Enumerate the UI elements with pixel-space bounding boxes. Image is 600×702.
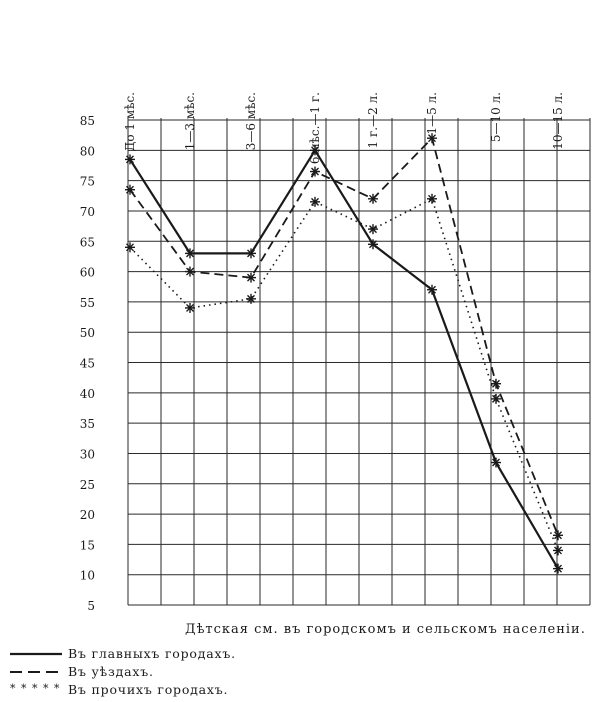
data-point	[246, 248, 256, 259]
y-tick-label: 30	[80, 447, 95, 461]
data-point	[491, 457, 501, 468]
x-category-label: До 1 мѣс.	[123, 92, 137, 151]
x-category-label: 3—6 мѣс.	[244, 92, 258, 150]
data-point	[310, 196, 320, 207]
x-category-label: 1—3 мѣс.	[183, 92, 197, 150]
data-point	[125, 154, 135, 165]
x-category-label: 10—15 л.	[551, 92, 565, 150]
dashed-line-swatch	[10, 671, 62, 673]
data-point	[310, 166, 320, 177]
data-point	[427, 284, 437, 295]
data-point	[246, 272, 256, 283]
legend-label: Въ прочихъ городахъ.	[68, 682, 229, 697]
y-tick-label: 40	[80, 387, 95, 401]
y-tick-label: 25	[80, 478, 95, 492]
series-line-dashed	[129, 137, 559, 536]
y-tick-label: 75	[80, 175, 95, 189]
x-category-label: 1—5 л.	[425, 92, 439, 135]
data-point	[553, 545, 563, 556]
y-axis-labels: 5 10 15 20 25 30 35 40 45 50 55 60 65 70 75 80 85	[80, 114, 95, 613]
x-category-label: 1 г.—2 л.	[366, 92, 380, 148]
data-point	[491, 378, 501, 389]
y-tick-label: 50	[80, 326, 95, 340]
y-tick-label: 60	[80, 266, 95, 280]
series-line-solid	[129, 149, 559, 570]
data-point	[553, 530, 563, 541]
data-point	[185, 266, 195, 277]
data-point	[246, 293, 256, 304]
data-point	[368, 193, 378, 204]
y-tick-label: 45	[80, 357, 95, 371]
data-point	[125, 184, 135, 195]
y-tick-label: 70	[80, 205, 95, 219]
x-axis-labels: До 1 мѣс. 1—3 мѣс. 3—6 мѣс. 6 мѣс.—1 г. 1 г.…	[123, 92, 565, 164]
data-point	[185, 302, 195, 313]
data-point	[491, 393, 501, 404]
data-point	[368, 239, 378, 250]
y-tick-label: 55	[80, 296, 95, 310]
data-point	[125, 242, 135, 253]
y-tick-label: 35	[80, 417, 95, 431]
y-tick-label: 85	[80, 114, 95, 128]
y-tick-label: 5	[87, 599, 95, 613]
legend-label: Въ уѣздахъ.	[68, 664, 154, 679]
star-marker-swatch: * * * * *	[10, 682, 61, 695]
data-point	[427, 133, 437, 144]
chart: До 1 мѣс. 1—3 мѣс. 3—6 мѣс. 6 мѣс.—1 г. 1 г.…	[80, 92, 591, 613]
y-tick-label: 20	[80, 508, 95, 522]
data-point	[368, 224, 378, 235]
x-category-label: 6 мѣс.—1 г.	[308, 92, 322, 164]
y-tick-label: 10	[80, 569, 95, 583]
data-point	[310, 145, 320, 156]
data-point	[427, 193, 437, 204]
y-tick-label: 65	[80, 235, 95, 249]
solid-line-swatch	[10, 652, 62, 656]
series-lines	[125, 133, 563, 574]
chart-caption: Дѣтская см. въ городскомъ и сельскомъ на…	[185, 622, 586, 637]
grid-lines	[127, 118, 591, 606]
data-point	[185, 248, 195, 259]
data-point	[553, 563, 563, 574]
y-tick-label: 15	[80, 538, 95, 552]
legend-label: Въ главныхъ городахъ.	[68, 646, 236, 661]
y-tick-label: 80	[80, 144, 95, 158]
x-category-label: 5—10 л.	[489, 92, 503, 142]
